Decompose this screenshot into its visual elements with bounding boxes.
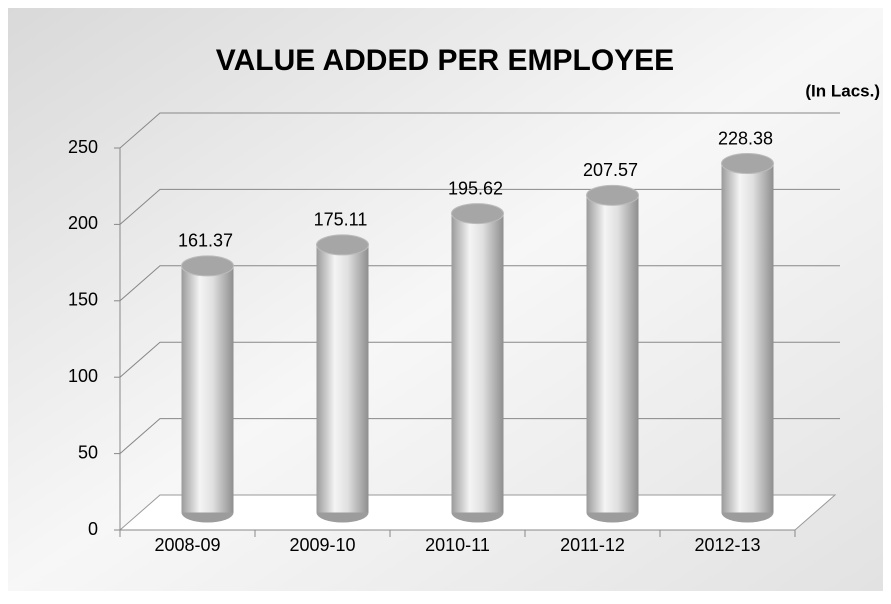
y-tick-label: 200	[68, 213, 98, 233]
bar-top	[181, 255, 234, 277]
value-label: 161.37	[178, 231, 233, 251]
y-tick-label: 150	[68, 290, 98, 310]
grid-line	[119, 112, 840, 149]
y-tick-label: 100	[68, 366, 98, 386]
bar	[451, 213, 504, 513]
value-label: 175.11	[314, 210, 368, 230]
bar-top	[721, 153, 774, 175]
bar	[721, 163, 774, 513]
bar	[316, 244, 369, 513]
bar	[181, 265, 234, 513]
value-label: 228.38	[718, 128, 773, 148]
chart-title: VALUE ADDED PER EMPLOYEE	[216, 44, 674, 77]
x-tick-label: 2011-12	[560, 535, 625, 555]
x-tick-label: 2008-09	[154, 535, 220, 555]
x-tick-label: 2012-13	[694, 535, 760, 555]
value-label: 207.57	[583, 160, 638, 180]
x-tick-label: 2009-10	[289, 535, 355, 555]
y-tick-label: 250	[68, 137, 98, 157]
bar-top	[451, 203, 504, 225]
y-tick-label: 50	[78, 442, 98, 462]
value-label: 195.62	[448, 178, 503, 198]
x-tick-label: 2010-11	[425, 535, 490, 555]
chart-subtitle: (In Lacs.)	[805, 81, 880, 100]
bar-top	[586, 184, 639, 206]
y-tick-label: 0	[88, 519, 98, 539]
bar	[586, 195, 639, 513]
bar-top	[316, 234, 369, 256]
plot-area: 0 50 100 150 200 250 2008-09 161.37 2009-10 175.1…	[68, 112, 840, 555]
